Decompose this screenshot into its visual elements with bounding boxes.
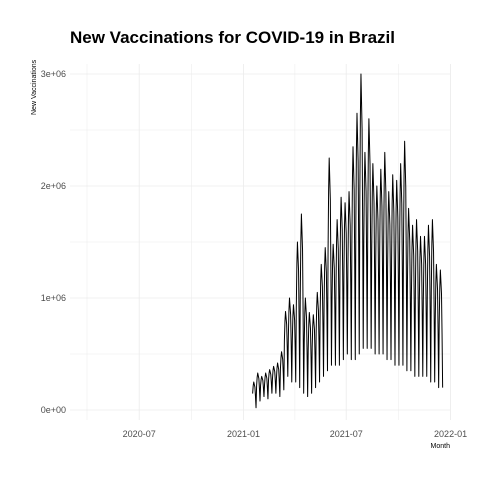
y-tick-label: 3e+06 <box>41 69 66 79</box>
x-tick-label: 2021-01 <box>227 429 260 439</box>
y-tick-label: 0e+00 <box>41 405 66 415</box>
x-tick-label: 2022-01 <box>434 429 467 439</box>
y-axis-ticks: 0e+00 1e+06 2e+06 3e+06 <box>41 69 66 415</box>
chart-title: New Vaccinations for COVID-19 in Brazil <box>70 28 395 47</box>
series-line-new-vaccinations <box>252 73 444 409</box>
grid-lines <box>70 64 451 420</box>
x-tick-label: 2021-07 <box>330 429 363 439</box>
x-axis-ticks: 2020-07 2021-01 2021-07 2022-01 <box>123 429 467 439</box>
x-axis-label: Month <box>431 443 451 450</box>
y-axis-label: New Vaccinations <box>31 59 38 115</box>
y-tick-label: 1e+06 <box>41 293 66 303</box>
y-tick-label: 2e+06 <box>41 181 66 191</box>
x-tick-label: 2020-07 <box>123 429 156 439</box>
